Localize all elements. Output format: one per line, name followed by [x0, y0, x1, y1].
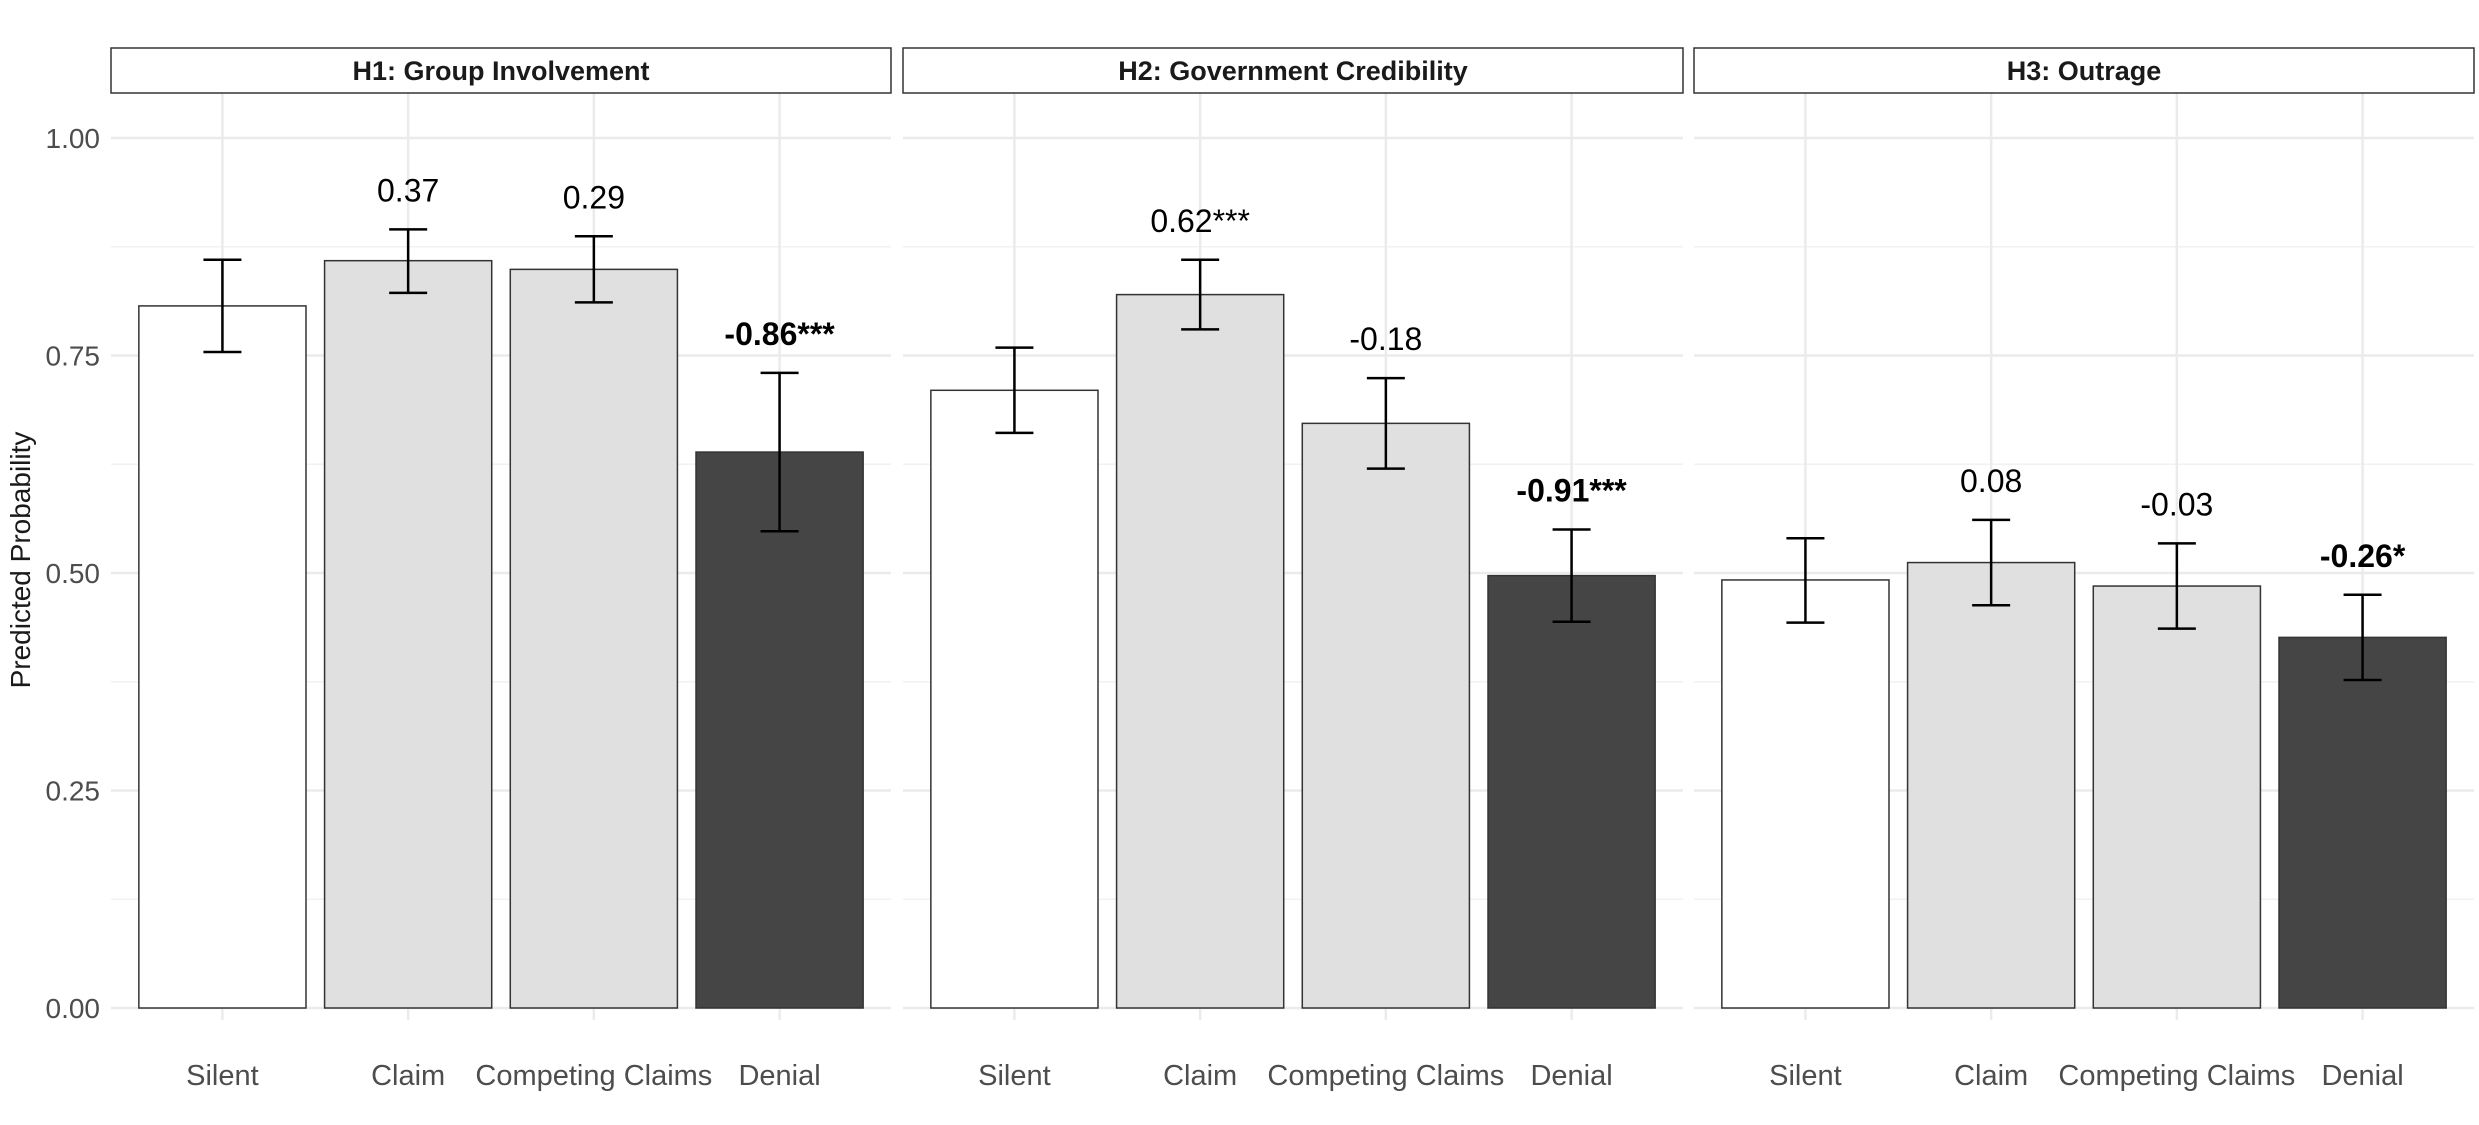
effect-label: 0.62*** — [1150, 203, 1250, 239]
x-tick-label: Competing Claims — [475, 1060, 712, 1092]
x-tick-label: Denial — [738, 1060, 820, 1092]
facet-strip — [110, 47, 892, 94]
x-tick-label: Denial — [1530, 1060, 1612, 1092]
bar — [2278, 636, 2447, 1009]
effect-label: -0.26* — [2320, 538, 2406, 574]
x-tick-label: Claim — [371, 1060, 445, 1092]
y-tick-label: 0.00 — [46, 993, 101, 1024]
bar — [1487, 574, 1656, 1009]
bar — [930, 389, 1099, 1009]
effect-label: -0.91*** — [1516, 473, 1627, 509]
bar — [1721, 579, 1890, 1009]
bar — [1906, 561, 2076, 1009]
bar — [323, 259, 493, 1009]
panel: H3: Outrage Silent 0.08 Claim -0.03 Competing… — [1693, 47, 2475, 1092]
x-tick-label: Competing Claims — [2058, 1060, 2295, 1092]
y-axis-ticks: 0.00 0.25 0.50 0.75 1.00 — [46, 123, 101, 1024]
x-tick-label: Silent — [186, 1060, 259, 1092]
effect-label: 0.37 — [377, 172, 439, 208]
effect-label: 0.29 — [563, 179, 625, 215]
bar — [509, 268, 679, 1009]
effect-label: -0.86*** — [724, 316, 835, 352]
bar — [695, 451, 864, 1009]
facet-title: H1: Group Involvement — [352, 56, 649, 86]
facet-strip — [1693, 47, 2475, 94]
panel: H1: Group Involvement Silent 0.37 Claim 0.29… — [110, 47, 892, 1092]
facet-title: H3: Outrage — [2007, 56, 2162, 86]
y-tick-label: 1.00 — [46, 123, 101, 154]
x-tick-label: Denial — [2321, 1060, 2403, 1092]
y-tick-label: 0.25 — [46, 776, 101, 807]
panel: H2: Government Credibility Silent 0.62*** C… — [902, 47, 1684, 1092]
effect-label: -0.03 — [2140, 486, 2213, 522]
y-tick-label: 0.75 — [46, 341, 101, 372]
effect-label: 0.08 — [1960, 463, 2022, 499]
facet-strip — [902, 47, 1684, 94]
bar — [1115, 293, 1285, 1009]
x-tick-label: Silent — [978, 1060, 1051, 1092]
facet-title: H2: Government Credibility — [1118, 56, 1468, 86]
x-tick-label: Claim — [1954, 1060, 2028, 1092]
panels: H1: Group Involvement Silent 0.37 Claim 0.29… — [110, 47, 2475, 1092]
y-tick-label: 0.50 — [46, 558, 101, 589]
bar — [2092, 585, 2262, 1009]
effect-label: -0.18 — [1349, 321, 1422, 357]
x-tick-label: Competing Claims — [1267, 1060, 1504, 1092]
bar — [138, 305, 307, 1009]
x-tick-label: Claim — [1163, 1060, 1237, 1092]
x-tick-label: Silent — [1769, 1060, 1842, 1092]
y-axis-title: Predicted Probability — [5, 432, 36, 689]
bar — [1301, 422, 1471, 1009]
